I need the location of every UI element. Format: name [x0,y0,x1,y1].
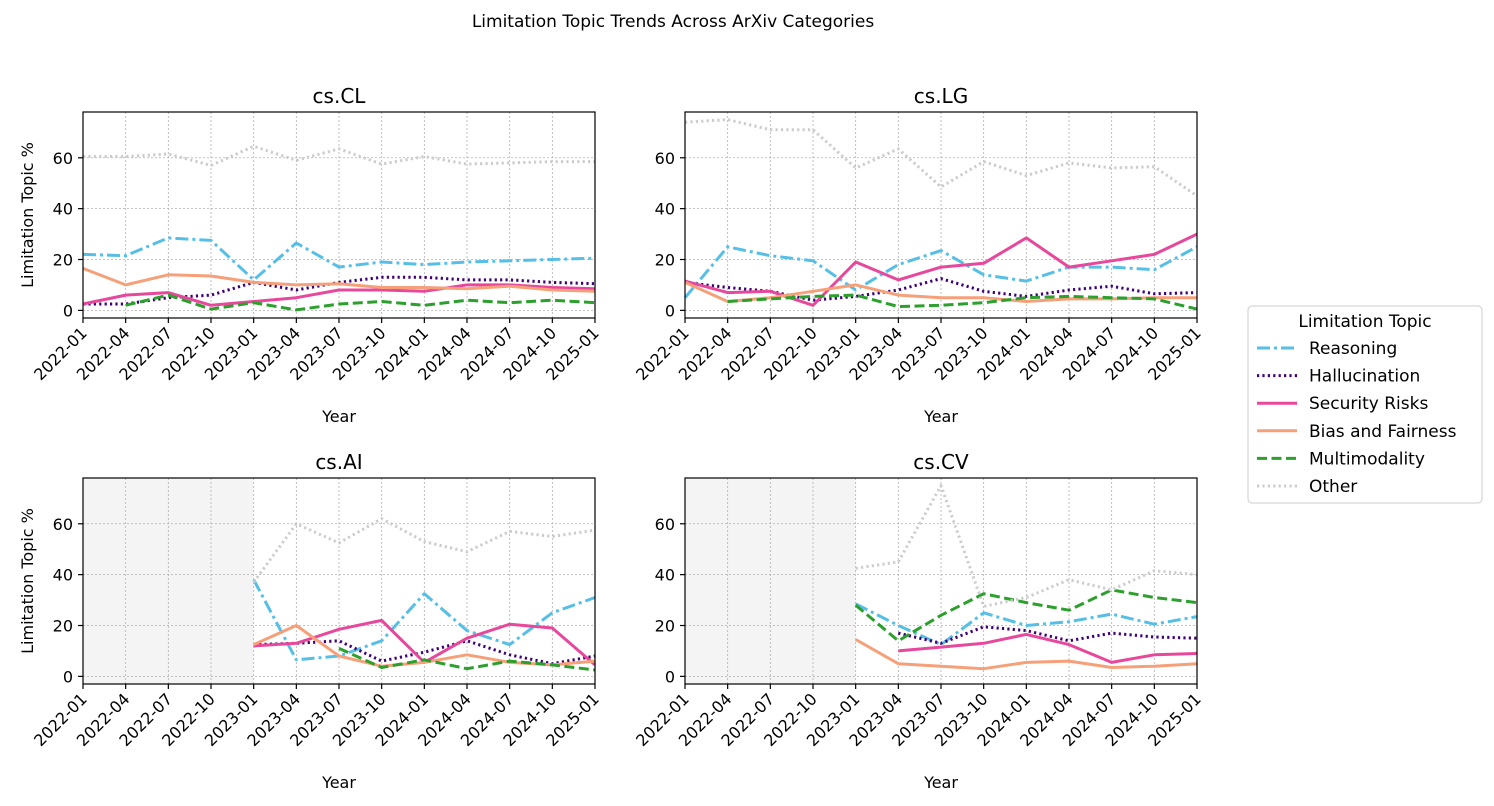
series-line-other [684,118,1198,198]
series-line-security-risks [898,632,1198,664]
no-data-shade [685,478,856,684]
series-line-other [855,484,1198,608]
plot-frame [684,111,1198,319]
legend-label: Security Risks [1309,394,1428,414]
panel-title: cs.CL [313,84,367,108]
y-tick-label: 60 [53,515,73,534]
figure-title: Limitation Topic Trends Across ArXiv Cat… [472,12,875,32]
legend-item-reasoning: Reasoning [1257,339,1397,359]
y-tick-label: 0 [63,301,73,320]
series-group [252,517,596,672]
legend-frame [1247,305,1483,504]
series-line-security-risks [684,232,1198,307]
y-tick-label: 60 [655,515,675,534]
series-line-multimodality [125,293,596,312]
panel-title: cs.CV [913,450,969,474]
no-data-shade [83,478,254,684]
legend-item-hallucination: Hallucination [1257,367,1420,387]
y-tick-label: 20 [655,617,675,636]
y-tick-label: 0 [665,301,675,320]
panel-title: cs.LG [914,84,968,108]
x-axis-label: Year [923,407,958,426]
series-group [82,144,596,312]
y-tick-label: 20 [655,251,675,270]
legend-label: Multimodality [1309,449,1425,469]
legend-label: Reasoning [1309,339,1397,359]
panel-cs-ai: 02040602022-012022-042022-072022-102023-… [18,450,603,792]
series-line-reasoning [82,236,596,282]
panel-title: cs.AI [315,450,362,474]
series-line-hallucination [897,625,1198,645]
legend-label: Other [1309,477,1357,497]
x-axis-label: Year [321,407,356,426]
y-tick-label: 0 [63,667,73,686]
y-tick-label: 20 [53,617,73,636]
series-group [854,484,1198,671]
series-line-multimodality [338,647,596,672]
series-line-other [83,144,595,167]
x-axis-label: Year [321,773,356,792]
series-line-bias-and-fairness [854,638,1198,671]
series-group [683,118,1198,311]
legend-item-other: Other [1257,477,1357,497]
series-line-reasoning [855,602,1198,647]
series-line-reasoning [683,245,1198,299]
y-axis-label: Limitation Topic % [18,142,37,288]
panel-cs-lg: 02040602022-012022-042022-072022-102023-… [632,84,1205,426]
legend-label: Bias and Fairness [1309,422,1457,442]
y-tick-label: 40 [53,566,73,585]
series-line-bias-and-fairness [82,267,596,293]
x-axis-label: Year [923,773,958,792]
legend-title: Limitation Topic [1298,312,1431,332]
panel-cs-cl: 02040602022-012022-042022-072022-102023-… [18,84,603,426]
panel-cs-cv: 02040602022-012022-042022-072022-102023-… [632,450,1205,792]
legend-item-multimodality: Multimodality [1257,449,1425,469]
y-tick-label: 20 [53,251,73,270]
legend-item-bias-and-fairness: Bias and Fairness [1257,422,1457,442]
legend-item-security-risks: Security Risks [1257,394,1428,414]
y-tick-label: 60 [53,149,73,168]
y-axis-label: Limitation Topic % [18,508,37,654]
series-line-hallucination [684,277,1198,302]
series-line-multimodality [727,293,1198,311]
series-line-multimodality [854,588,1198,643]
y-tick-label: 0 [665,667,675,686]
series-line-other [252,517,596,584]
legend: Limitation Topic Reasoning Hallucination Se… [1247,305,1483,504]
series-line-reasoning [252,578,596,662]
y-tick-label: 60 [655,149,675,168]
y-tick-label: 40 [655,200,675,219]
y-tick-label: 40 [53,200,73,219]
y-tick-label: 40 [655,566,675,585]
legend-label: Hallucination [1309,367,1420,387]
panels: 02040602022-012022-042022-072022-102023-… [18,84,1205,792]
